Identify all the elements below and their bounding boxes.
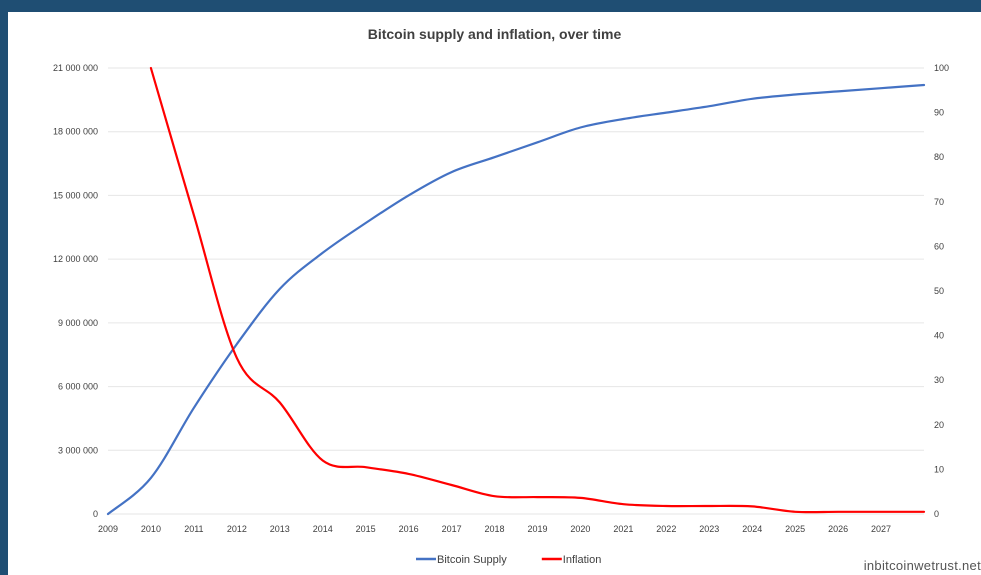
x-tick-label: 2015 [356, 524, 376, 534]
y-right-tick-label: 10 [934, 464, 944, 474]
legend-label: Bitcoin Supply [437, 554, 507, 566]
x-tick-label: 2012 [227, 524, 247, 534]
watermark: inbitcoinwetrust.net [863, 558, 981, 573]
x-tick-label: 2022 [656, 524, 676, 534]
y-right-tick-label: 30 [934, 375, 944, 385]
x-tick-label: 2023 [699, 524, 719, 534]
y-left-tick-label: 6 000 000 [58, 382, 98, 392]
y-left-tick-label: 0 [93, 509, 98, 519]
x-tick-label: 2021 [613, 524, 633, 534]
x-tick-label: 2014 [313, 524, 333, 534]
y-left-tick-label: 18 000 000 [53, 127, 98, 137]
x-tick-label: 2024 [742, 524, 762, 534]
y-right-tick-label: 100 [934, 63, 949, 73]
y-left-tick-label: 15 000 000 [53, 190, 98, 200]
x-tick-label: 2011 [184, 524, 203, 534]
y-right-tick-label: 90 [934, 108, 944, 118]
y-left-tick-label: 21 000 000 [53, 63, 98, 73]
chart-card: Bitcoin supply and inflation, over time … [8, 12, 981, 575]
line-chart: 0 3 000 000 6 000 000 9 000 000 12 000 000 15… [53, 63, 949, 566]
series-line-bitcoin-supply [106, 83, 926, 516]
y-right-tick-label: 60 [934, 241, 944, 251]
y-right-tick-label: 40 [934, 331, 944, 341]
x-tick-label: 2020 [570, 524, 590, 534]
x-tick-label: 2019 [527, 524, 547, 534]
chart-title: Bitcoin supply and inflation, over time [367, 26, 622, 42]
x-tick-label: 2026 [828, 524, 848, 534]
x-tick-label: 2010 [141, 524, 161, 534]
x-tick-label: 2027 [871, 524, 891, 534]
y-left-tick-label: 9 000 000 [58, 318, 98, 328]
series-line-inflation [149, 66, 926, 514]
y-right-tick-label: 0 [934, 509, 939, 519]
x-tick-label: 2017 [442, 524, 462, 534]
y-right-tick-label: 50 [934, 286, 944, 296]
x-tick-label: 2016 [399, 524, 419, 534]
y-left-tick-label: 3 000 000 [58, 445, 98, 455]
x-tick-label: 2009 [98, 524, 118, 534]
y-right-tick-label: 70 [934, 197, 944, 207]
y-right-tick-label: 20 [934, 420, 944, 430]
y-left-tick-label: 12 000 000 [53, 254, 98, 264]
x-tick-label: 2018 [485, 524, 505, 534]
legend-label: Inflation [563, 554, 602, 566]
x-tick-label: 2025 [785, 524, 805, 534]
x-tick-label: 2013 [270, 524, 290, 534]
y-right-tick-label: 80 [934, 152, 944, 162]
